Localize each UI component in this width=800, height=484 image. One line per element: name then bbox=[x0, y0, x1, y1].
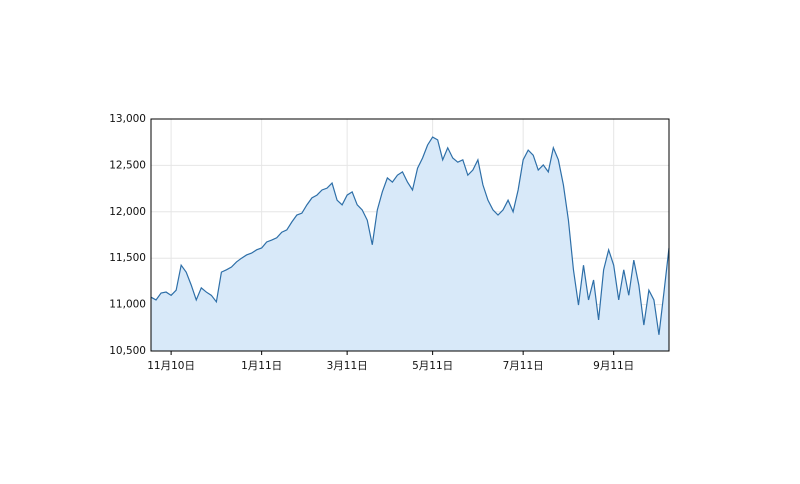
x-tick-label: 9月11日 bbox=[593, 360, 634, 372]
x-tick-label: 3月11日 bbox=[327, 360, 368, 372]
line bbox=[150, 136, 670, 335]
x-tick-label: 11月10日 bbox=[147, 360, 195, 372]
y-tick-label: 11,500 bbox=[109, 252, 146, 264]
y-tick-label: 12,000 bbox=[109, 206, 146, 218]
y-tick-label: 12,500 bbox=[109, 159, 146, 171]
y-tick-label: 10,500 bbox=[109, 345, 146, 357]
y-tick-label: 13,000 bbox=[109, 113, 146, 125]
y-tick-label: 11,000 bbox=[109, 299, 146, 311]
x-tick-label: 5月11日 bbox=[412, 360, 453, 372]
x-tick-label: 7月11日 bbox=[503, 360, 544, 372]
area-fill bbox=[151, 137, 669, 351]
x-tick-label: 1月11日 bbox=[241, 360, 282, 372]
plot-frame bbox=[150, 118, 670, 352]
